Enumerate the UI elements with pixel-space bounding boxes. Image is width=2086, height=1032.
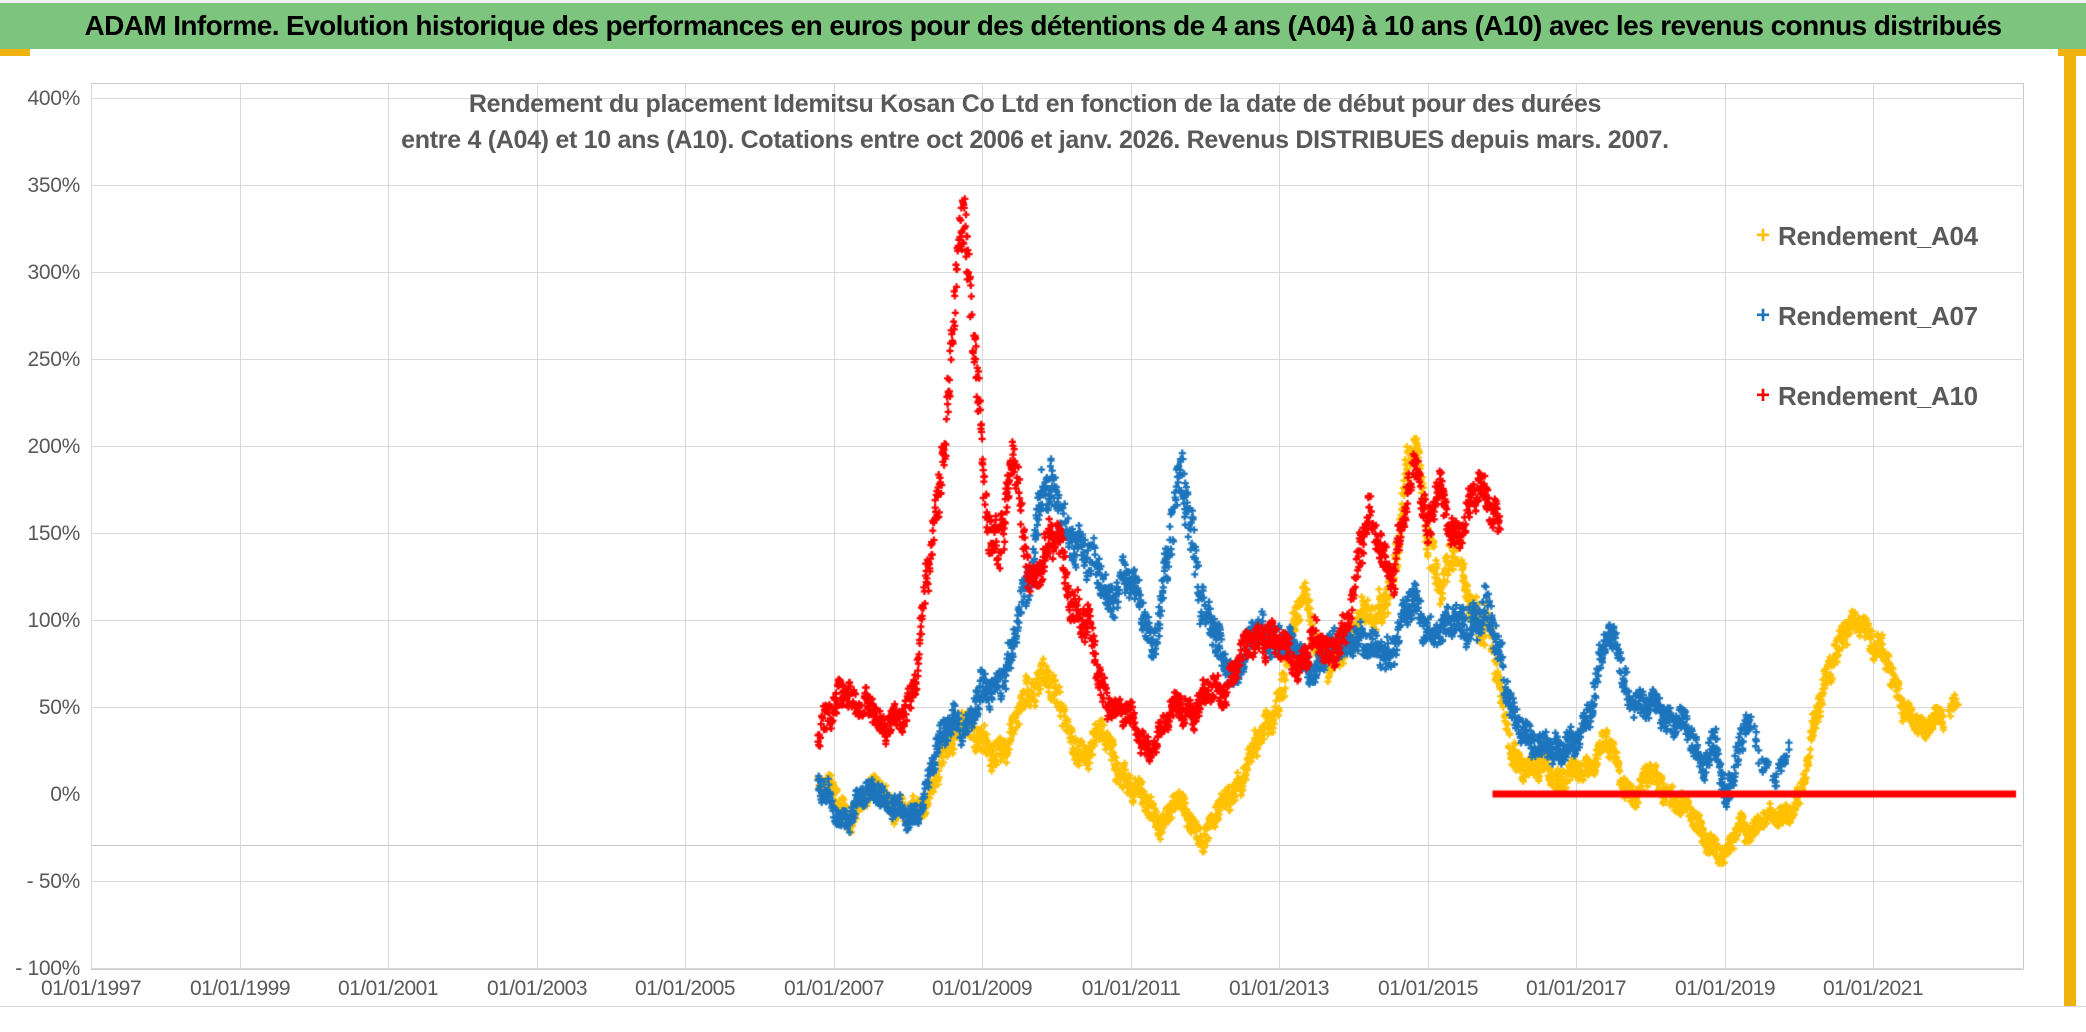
chart-title-line1: Rendement du placement Idemitsu Kosan Co… xyxy=(468,90,1602,118)
plus-marker-icon: + xyxy=(1755,222,1770,249)
bottom-strip xyxy=(0,1006,2086,1032)
legend-label-a10: Rendement_A10 xyxy=(1778,380,1978,411)
plus-marker-icon: + xyxy=(1755,382,1770,409)
legend: + Rendement_A04 + Rendement_A07 + Rendem… xyxy=(1748,196,2068,436)
chart-title-line2: entre 4 (A04) et 10 ans (A10). Cotations… xyxy=(401,126,1669,154)
legend-label-a07: Rendement_A07 xyxy=(1778,300,1978,331)
legend-label-a04: Rendement_A04 xyxy=(1778,220,1978,251)
legend-item-a10[interactable]: + Rendement_A10 xyxy=(1748,356,2068,436)
chart-title: Rendement du placement Idemitsu Kosan Co… xyxy=(380,86,1690,158)
legend-item-a07[interactable]: + Rendement_A07 xyxy=(1748,276,2068,356)
legend-item-a04[interactable]: + Rendement_A04 xyxy=(1748,196,2068,276)
plus-marker-icon: + xyxy=(1755,302,1770,329)
